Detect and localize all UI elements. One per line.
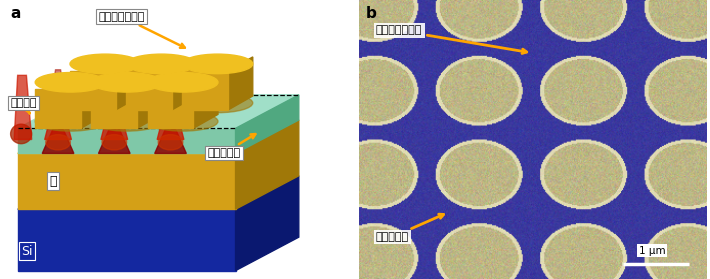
Ellipse shape: [92, 73, 162, 92]
Polygon shape: [182, 71, 228, 110]
Polygon shape: [81, 75, 106, 128]
Ellipse shape: [70, 93, 141, 113]
Ellipse shape: [126, 54, 197, 74]
Polygon shape: [116, 57, 141, 110]
Polygon shape: [106, 70, 123, 106]
Polygon shape: [157, 103, 184, 140]
Ellipse shape: [158, 134, 183, 150]
Polygon shape: [45, 103, 72, 140]
Text: ポリイミド: ポリイミド: [207, 134, 256, 158]
Polygon shape: [193, 75, 218, 128]
Text: ポリイミド: ポリイミド: [376, 214, 444, 242]
Ellipse shape: [182, 54, 253, 74]
Ellipse shape: [148, 112, 218, 131]
Text: b: b: [366, 6, 376, 21]
Ellipse shape: [92, 112, 162, 131]
Polygon shape: [228, 57, 253, 110]
Text: 金: 金: [49, 175, 57, 188]
Ellipse shape: [148, 73, 218, 92]
Polygon shape: [18, 120, 299, 153]
Ellipse shape: [182, 93, 253, 113]
Polygon shape: [14, 75, 32, 140]
Polygon shape: [172, 57, 197, 110]
Ellipse shape: [45, 134, 70, 150]
Text: 金ナノディスク: 金ナノディスク: [376, 25, 527, 54]
Ellipse shape: [70, 54, 141, 74]
Ellipse shape: [102, 134, 126, 150]
Ellipse shape: [11, 124, 32, 144]
Polygon shape: [36, 89, 81, 128]
Text: 1 μm: 1 μm: [638, 246, 665, 256]
Polygon shape: [104, 84, 125, 126]
Polygon shape: [101, 103, 128, 140]
Polygon shape: [18, 153, 236, 209]
Polygon shape: [18, 176, 299, 209]
Text: a: a: [11, 6, 21, 21]
Polygon shape: [50, 70, 67, 106]
Polygon shape: [18, 209, 236, 271]
Polygon shape: [18, 128, 236, 153]
Polygon shape: [43, 128, 74, 153]
Polygon shape: [236, 95, 299, 153]
Polygon shape: [236, 176, 299, 271]
Ellipse shape: [36, 73, 106, 92]
Polygon shape: [126, 71, 172, 110]
Text: 局在電場: 局在電場: [11, 98, 37, 113]
Polygon shape: [47, 84, 69, 126]
Ellipse shape: [36, 112, 106, 131]
Polygon shape: [99, 128, 130, 153]
Polygon shape: [70, 71, 116, 110]
Polygon shape: [137, 75, 162, 128]
Polygon shape: [18, 95, 299, 128]
Polygon shape: [148, 89, 193, 128]
Polygon shape: [162, 70, 179, 106]
Text: 金ナノディスク: 金ナノディスク: [99, 11, 185, 48]
Polygon shape: [160, 84, 182, 126]
Text: Si: Si: [21, 245, 33, 258]
Ellipse shape: [126, 93, 197, 113]
Polygon shape: [92, 89, 137, 128]
Polygon shape: [155, 128, 186, 153]
Polygon shape: [236, 120, 299, 209]
